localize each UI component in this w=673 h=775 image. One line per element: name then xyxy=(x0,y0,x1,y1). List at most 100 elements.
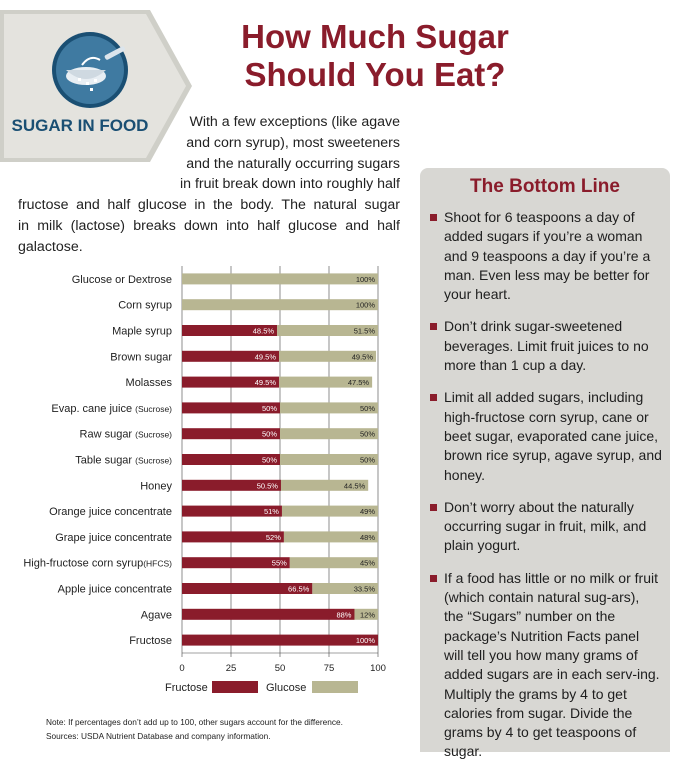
fructose-bar xyxy=(182,325,278,336)
fructose-data-label: 88% xyxy=(336,610,351,619)
category-label: Molasses xyxy=(126,377,173,389)
intro-line: in milk (lactose) breaks down into half … xyxy=(18,217,400,234)
bullet-square-icon xyxy=(430,503,437,511)
fructose-data-label: 49.5% xyxy=(255,378,277,387)
fructose-data-label: 48.5% xyxy=(253,327,275,336)
chart-note: Note: If percentages don’t add up to 100… xyxy=(46,717,343,727)
title-line-1: How Much Sugar xyxy=(241,18,509,55)
bottom-line-panel: The Bottom Line Shoot for 6 teaspoons a … xyxy=(420,168,670,759)
fructose-data-label: 66.5% xyxy=(288,585,310,594)
category-label: Grape juice concentrate xyxy=(55,532,172,544)
glucose-data-label: 49.5% xyxy=(352,352,374,361)
x-tick-label: 0 xyxy=(179,663,184,674)
glucose-data-label: 44.5% xyxy=(344,481,366,490)
intro-paragraph: With a few exceptions (like agave and co… xyxy=(0,112,400,258)
fructose-data-label: 52% xyxy=(266,533,281,542)
fructose-bar xyxy=(182,479,281,491)
category-label: Apple juice concentrate xyxy=(58,584,172,596)
bottom-line-list: Shoot for 6 teaspoons a day of added sug… xyxy=(430,208,662,775)
glucose-bar xyxy=(312,583,378,594)
fructose-bar xyxy=(182,376,280,388)
fructose-data-label: 55% xyxy=(272,559,287,568)
intro-line: galactose. xyxy=(18,238,83,255)
list-item: Don’t worry about the naturally occurrin… xyxy=(430,498,662,556)
glucose-data-label: 45% xyxy=(360,559,375,568)
fructose-data-label: 50% xyxy=(262,456,277,465)
bottom-line-title: The Bottom Line xyxy=(470,176,620,197)
list-item-text: Don’t drink sugar-sweetened beverages. L… xyxy=(444,318,649,374)
category-label: Orange juice concentrate xyxy=(49,506,172,518)
fructose-data-label: 50.5% xyxy=(257,481,279,490)
fructose-bar xyxy=(182,608,355,620)
list-item-text: Limit all added sugars, including high-f… xyxy=(444,389,662,483)
glucose-data-label: 12% xyxy=(360,610,375,619)
glucose-data-label: 51.5% xyxy=(354,327,376,336)
category-label: Fructose xyxy=(129,635,172,647)
list-item-text: Don’t worry about the naturally occurrin… xyxy=(444,498,647,554)
category-label: Corn syrup xyxy=(118,300,172,312)
list-item-text: Shoot for 6 teaspoons a day of added sug… xyxy=(444,209,651,303)
legend-fructose-label: Fructose xyxy=(165,682,208,694)
fructose-bar xyxy=(182,531,284,543)
category-label: Agave xyxy=(141,609,172,621)
intro-line: With a few exceptions (like agave xyxy=(189,114,400,130)
glucose-bar xyxy=(277,325,378,336)
fructose-bar xyxy=(182,428,280,440)
legend-glucose-label: Glucose xyxy=(266,682,306,694)
title-line-2: Should You Eat? xyxy=(244,56,506,93)
chart-sources: Sources: USDA Nutrient Database and comp… xyxy=(46,731,271,741)
category-label: Brown sugar xyxy=(110,351,172,363)
glucose-data-label: 50% xyxy=(360,430,375,439)
glucose-bar xyxy=(279,376,373,388)
list-item: Shoot for 6 teaspoons a day of added sug… xyxy=(430,208,662,304)
fructose-data-label: 49.5% xyxy=(255,352,277,361)
glucose-data-label: 48% xyxy=(360,533,375,542)
glucose-data-label: 100% xyxy=(356,275,376,284)
fructose-data-label: 51% xyxy=(264,507,279,516)
list-item: Don’t drink sugar-sweetened beverages. L… xyxy=(430,317,662,375)
x-tick-label: 50 xyxy=(275,663,286,674)
glucose-bar xyxy=(289,557,378,569)
fructose-bar xyxy=(182,402,280,414)
category-label: Maple syrup xyxy=(112,326,172,338)
glucose-bar xyxy=(283,531,378,543)
glucose-data-label: 50% xyxy=(360,456,375,465)
intro-line: and the naturally occurring sugars xyxy=(186,155,400,172)
category-label: Table sugar (Sucrose) xyxy=(75,455,172,467)
fructose-bar xyxy=(182,350,280,362)
fructose-bar xyxy=(182,557,290,569)
glucose-bar xyxy=(182,299,378,311)
fructose-data-label: 100% xyxy=(356,636,376,645)
page-title: How Much Sugar Should You Eat? xyxy=(205,18,545,94)
intro-line: fructose and half glucose in the body. T… xyxy=(18,197,400,214)
glucose-data-label: 100% xyxy=(356,301,376,310)
x-tick-label: 100 xyxy=(370,663,386,674)
category-label: Honey xyxy=(140,480,172,492)
badge-text: SUGAR IN FOOD xyxy=(12,116,149,135)
glucose-data-label: 47.5% xyxy=(348,378,370,387)
fructose-bar xyxy=(182,505,282,517)
category-label: Raw sugar (Sucrose) xyxy=(80,429,173,441)
glucose-bar xyxy=(281,505,378,517)
category-label: High-fructose corn syrup(HFCS) xyxy=(23,558,172,570)
fructose-bar xyxy=(182,583,313,594)
sugar-in-food-banner: SUGAR IN FOOD xyxy=(0,10,192,162)
glucose-bar xyxy=(280,402,378,414)
intro-line: in fruit break down into roughly half xyxy=(179,176,400,193)
sugar-composition-chart: 0 25 50 75 100 Glucose or Dextrose 100% Corn sy… xyxy=(23,266,386,694)
list-item: If a food has little or no milk or fruit… xyxy=(430,569,662,762)
glucose-bar xyxy=(280,479,369,491)
sugar-spoon-icon xyxy=(52,32,128,108)
fructose-bar xyxy=(182,634,378,646)
bullet-square-icon xyxy=(430,394,437,402)
x-tick-label: 75 xyxy=(324,663,335,674)
list-item-text: If a food has little or no milk or fruit… xyxy=(444,569,660,760)
glucose-bar xyxy=(354,608,378,620)
list-item: Limit all added sugars, including high-f… xyxy=(430,388,662,484)
fructose-bar xyxy=(182,454,280,465)
bullet-square-icon xyxy=(430,323,437,331)
category-label: Glucose or Dextrose xyxy=(72,274,172,286)
glucose-bar xyxy=(279,350,377,362)
x-tick-label: 25 xyxy=(226,663,237,674)
legend-fructose-swatch xyxy=(212,681,258,693)
